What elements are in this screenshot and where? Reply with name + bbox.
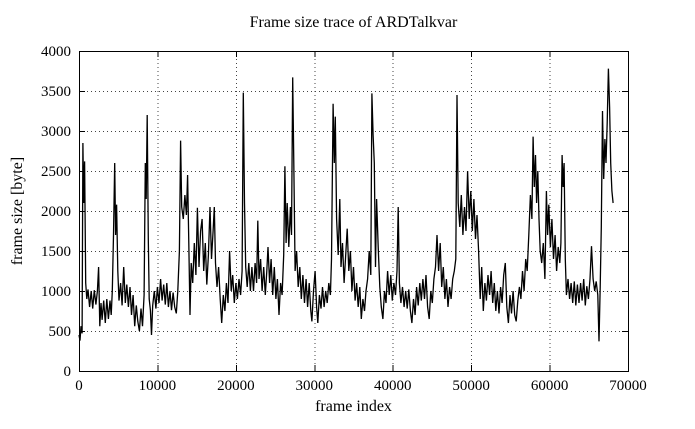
svg-text:500: 500: [49, 324, 72, 340]
svg-text:3000: 3000: [41, 124, 71, 140]
x-axis-label: frame index: [315, 398, 392, 415]
svg-text:0: 0: [75, 378, 83, 394]
svg-text:10000: 10000: [139, 378, 177, 394]
svg-text:0: 0: [64, 364, 72, 380]
frame-size-trace-line: [78, 68, 614, 342]
svg-text:70000: 70000: [609, 378, 647, 394]
svg-text:1500: 1500: [41, 244, 71, 260]
svg-text:1000: 1000: [41, 284, 71, 300]
chart-title: Frame size trace of ARDTalkvar: [249, 14, 458, 31]
svg-text:3500: 3500: [41, 84, 71, 100]
x-tick-labels: 0 10000 20000 30000 40000 50000 60000 70000: [75, 378, 647, 394]
svg-text:2000: 2000: [41, 204, 71, 220]
y-tick-labels: 0 500 1000 1500 2000 2500 3000 3500 4000: [41, 44, 71, 380]
svg-text:50000: 50000: [452, 378, 490, 394]
svg-text:40000: 40000: [374, 378, 412, 394]
plot-border: [79, 51, 629, 372]
svg-text:20000: 20000: [217, 378, 255, 394]
svg-text:2500: 2500: [41, 164, 71, 180]
svg-text:30000: 30000: [296, 378, 334, 394]
svg-text:4000: 4000: [41, 44, 71, 60]
svg-text:60000: 60000: [531, 378, 569, 394]
